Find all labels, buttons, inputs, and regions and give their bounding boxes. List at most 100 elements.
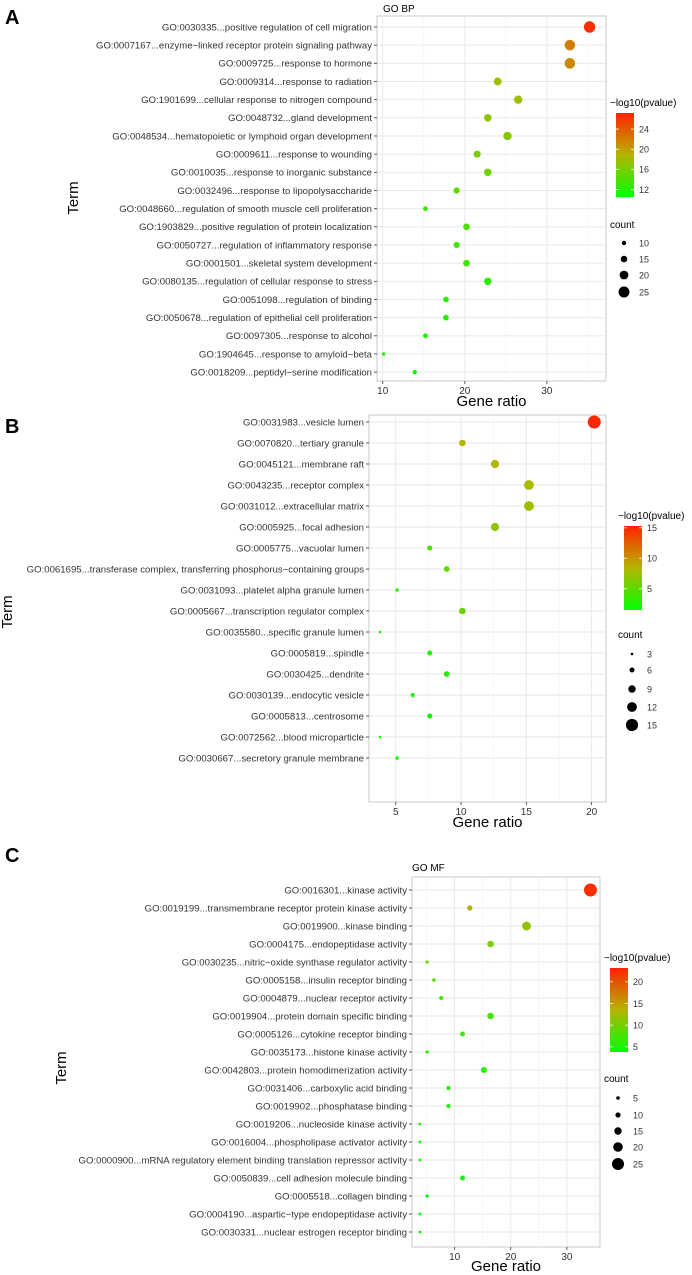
data-point — [381, 352, 386, 356]
term-label: GO:0030235...nitric−oxide synthase regul… — [182, 957, 408, 968]
colorbar-tick-label: 16 — [639, 165, 649, 175]
data-point — [484, 114, 492, 122]
term-label: GO:0097305...response to alcohol — [226, 331, 372, 342]
colorbar-tick-label: 5 — [633, 1042, 638, 1052]
data-point — [418, 1212, 422, 1216]
size-legend-title: count — [610, 220, 635, 231]
color-legend: −log10(pvalue) 12 16 20 24 — [610, 98, 676, 197]
term-label: GO:0048534...hematopoietic or lymphoid o… — [112, 131, 372, 142]
term-label: GO:0050678...regulation of epithelial ce… — [146, 313, 372, 324]
data-point — [467, 905, 473, 911]
data-point — [446, 1103, 451, 1109]
data-point — [484, 168, 492, 177]
color-legend-title: −log10(pvalue) — [618, 511, 684, 522]
size-legend-dot — [618, 286, 630, 298]
colorbar-tick-label: 15 — [647, 523, 657, 533]
term-label: GO:0005518...collagen binding — [275, 1191, 407, 1202]
colorbar — [624, 526, 642, 610]
term-label: GO:0005667...transcription regulator com… — [170, 606, 364, 617]
data-point — [453, 241, 460, 249]
colorbar-tick-label: 15 — [633, 999, 643, 1009]
data-point — [524, 501, 534, 511]
term-label: GO:0061695...transferase complex, transf… — [27, 564, 365, 575]
data-point — [423, 333, 428, 339]
y-axis: GO:0016301...kinase activity GO:0019199..… — [53, 885, 412, 1238]
term-label: GO:0019900...kinase binding — [283, 921, 407, 932]
term-label: GO:0016301...kinase activity — [284, 885, 407, 896]
x-axis: 10 20 30 Gene ratio — [377, 381, 553, 410]
term-label: GO:0019904...protein domain specific bin… — [212, 1011, 407, 1022]
data-point — [583, 883, 597, 897]
size-legend-label: 5 — [633, 1093, 638, 1103]
x-tick-label: 20 — [586, 807, 598, 818]
data-point — [410, 692, 415, 698]
term-label: GO:0045121...membrane raft — [239, 459, 365, 470]
x-axis-title: Gene ratio — [456, 393, 526, 410]
x-axis-title: Gene ratio — [452, 814, 522, 831]
data-point — [443, 671, 450, 677]
panel-b: BGO CC5101520Gene ratioGO:0031983...vesi… — [0, 414, 684, 831]
data-point — [487, 940, 494, 948]
term-label: GO:0031406...carboxylic acid binding — [248, 1083, 407, 1094]
size-legend-label: 9 — [647, 684, 652, 694]
x-axis-title: Gene ratio — [471, 1258, 541, 1275]
y-axis-title: Term — [0, 595, 16, 628]
colorbar-tick-label: 20 — [633, 977, 643, 987]
plot-panel — [368, 414, 607, 803]
size-legend-label: 3 — [647, 649, 652, 659]
color-legend-title: −log10(pvalue) — [604, 953, 670, 964]
data-point — [480, 1066, 487, 1074]
term-label: GO:1901699...cellular response to nitrog… — [141, 95, 372, 106]
data-point — [427, 545, 433, 551]
x-tick-label: 10 — [377, 386, 389, 397]
data-point — [522, 921, 531, 931]
term-label: GO:0009611...response to wounding — [216, 149, 372, 160]
data-point — [564, 58, 576, 69]
data-point — [459, 439, 466, 447]
size-legend-label: 15 — [639, 254, 649, 264]
size-legend-title: count — [618, 630, 643, 641]
size-legend-dot — [613, 1142, 623, 1152]
size-legend-label: 25 — [633, 1159, 643, 1169]
data-point — [418, 1158, 422, 1162]
points — [418, 883, 597, 1234]
data-point — [564, 39, 576, 51]
size-legend-title: count — [604, 1074, 629, 1085]
size-legend-label: 25 — [639, 287, 649, 297]
term-label: GO:0000900...mRNA regulatory element bin… — [79, 1155, 408, 1166]
y-axis-title: Term — [65, 181, 82, 214]
term-label: GO:0005158...insulin receptor binding — [245, 975, 407, 986]
size-legend-dot — [625, 718, 639, 732]
panel-title: GO MF — [412, 863, 445, 874]
data-point — [503, 131, 512, 141]
term-label: GO:0048660...regulation of smooth muscle… — [119, 204, 372, 215]
size-legend-label: 12 — [647, 702, 657, 712]
size-legend-label: 6 — [647, 665, 652, 675]
gridlines — [412, 877, 600, 1247]
data-point — [460, 1031, 465, 1037]
data-point — [583, 21, 596, 33]
term-label: GO:0030425...dendrite — [266, 669, 364, 680]
size-legend-dot — [630, 652, 634, 656]
data-point — [453, 187, 460, 194]
color-legend: −log10(pvalue) 5 10 15 20 — [604, 953, 670, 1052]
term-label: GO:0030667...secretory granule membrane — [178, 753, 364, 764]
colorbar-tick-label: 10 — [633, 1020, 643, 1030]
term-label: GO:0019206...nucleoside kinase activity — [236, 1119, 407, 1130]
size-legend-dot — [621, 240, 627, 246]
size-legend: count 10 15 20 25 — [610, 220, 649, 298]
term-label: GO:0050839...cell adhesion molecule bind… — [213, 1173, 407, 1184]
panel-title: GO BP — [383, 4, 415, 15]
points — [378, 415, 601, 760]
term-label: GO:0016004...phospholipase activator act… — [211, 1137, 407, 1148]
size-legend-label: 20 — [639, 270, 649, 280]
term-label: GO:0043235...receptor complex — [227, 480, 364, 491]
term-label: GO:0001501...skeletal system development — [186, 258, 372, 269]
size-legend-dot — [619, 270, 629, 280]
data-point — [418, 1230, 422, 1234]
panel-letter: A — [5, 7, 19, 29]
data-point — [513, 95, 523, 104]
term-label: GO:0005819...spindle — [271, 648, 364, 659]
term-label: GO:0030335...positive regulation of cell… — [162, 22, 372, 33]
